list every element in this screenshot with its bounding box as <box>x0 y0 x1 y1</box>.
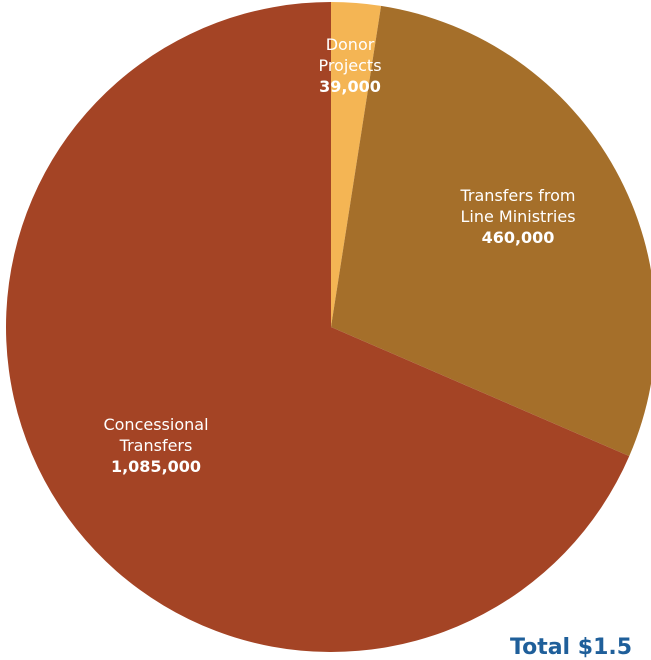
pie-slices <box>6 1 651 652</box>
slice-label-line: Projects <box>318 56 381 75</box>
pie-slice-1 <box>331 5 651 457</box>
slice-label-line: Transfers <box>119 436 193 455</box>
pie-labels: Donor Projects 39,000 Transfers from Line Mi… <box>103 35 575 476</box>
slice-value: 1,085,000 <box>111 457 201 476</box>
slice-label-1: Transfers from Line Ministries 460,000 <box>460 186 576 247</box>
slice-label-line: Donor <box>326 35 375 54</box>
slice-label-line: Transfers from <box>460 186 576 205</box>
slice-label-line: Concessional <box>103 415 208 434</box>
slice-label-line: Line Ministries <box>460 207 575 226</box>
total-label: Total $1.5 <box>510 635 633 660</box>
slice-label-2: Concessional Transfers 1,085,000 <box>103 415 208 476</box>
slice-label-0: Donor Projects 39,000 <box>318 35 381 96</box>
slice-value: 39,000 <box>319 77 381 96</box>
slice-value: 460,000 <box>482 228 555 247</box>
pie-slice-2 <box>6 2 630 652</box>
pie-slice-0 <box>331 1 382 327</box>
